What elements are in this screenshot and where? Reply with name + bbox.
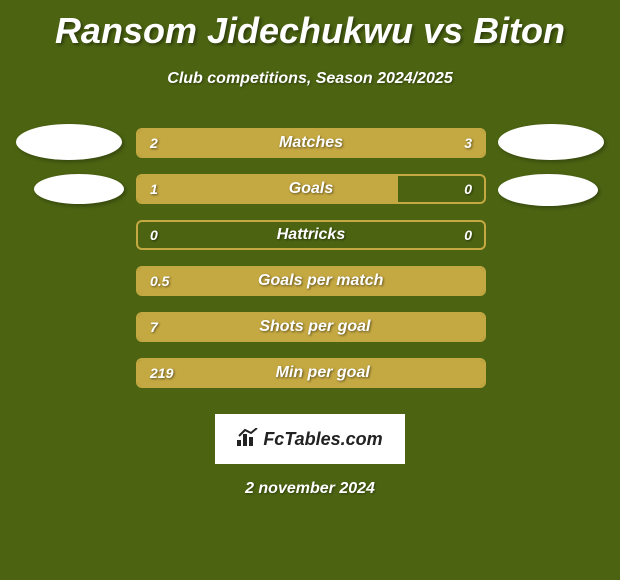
stat-row-min-per-goal: 219 Min per goal bbox=[136, 358, 486, 388]
stat-overlay: 1 Goals 0 bbox=[138, 176, 484, 202]
stat-label: Min per goal bbox=[276, 364, 370, 382]
stat-row-hattricks: 0 Hattricks 0 bbox=[136, 220, 486, 250]
right-player-column bbox=[498, 128, 604, 206]
stat-overlay: 2 Matches 3 bbox=[138, 130, 484, 156]
stat-right-value: 3 bbox=[464, 135, 472, 151]
logo-text: FcTables.com bbox=[263, 429, 382, 450]
stat-label: Hattricks bbox=[277, 226, 345, 244]
chart-area: 2 Matches 3 1 Goals 0 0 Hattricks 0 bbox=[136, 128, 486, 404]
stat-label: Matches bbox=[279, 134, 343, 152]
stat-left-value: 1 bbox=[150, 181, 158, 197]
stat-label: Goals bbox=[289, 180, 333, 198]
stat-overlay: 219 Min per goal bbox=[138, 360, 484, 386]
stat-left-value: 7 bbox=[150, 319, 158, 335]
player-right-oval-1 bbox=[498, 124, 604, 160]
left-player-column bbox=[16, 128, 124, 204]
stat-label: Goals per match bbox=[258, 272, 383, 290]
page-subtitle: Club competitions, Season 2024/2025 bbox=[0, 70, 620, 88]
stat-overlay: 0.5 Goals per match bbox=[138, 268, 484, 294]
logo-box[interactable]: FcTables.com bbox=[215, 414, 405, 464]
stat-left-value: 0 bbox=[150, 227, 158, 243]
stat-left-value: 0.5 bbox=[150, 273, 169, 289]
page-title: Ransom Jidechukwu vs Biton bbox=[0, 0, 620, 52]
player-left-oval-2 bbox=[34, 174, 124, 204]
stat-row-shots-per-goal: 7 Shots per goal bbox=[136, 312, 486, 342]
stat-overlay: 7 Shots per goal bbox=[138, 314, 484, 340]
stat-overlay: 0 Hattricks 0 bbox=[138, 222, 484, 248]
stat-row-goals-per-match: 0.5 Goals per match bbox=[136, 266, 486, 296]
stat-label: Shots per goal bbox=[259, 318, 370, 336]
content-area: 2 Matches 3 1 Goals 0 0 Hattricks 0 bbox=[0, 128, 620, 404]
stat-left-value: 2 bbox=[150, 135, 158, 151]
stat-row-goals: 1 Goals 0 bbox=[136, 174, 486, 204]
chart-icon bbox=[237, 428, 259, 451]
stat-right-value: 0 bbox=[464, 227, 472, 243]
player-right-oval-2 bbox=[498, 174, 598, 206]
stat-left-value: 219 bbox=[150, 365, 173, 381]
stat-row-matches: 2 Matches 3 bbox=[136, 128, 486, 158]
date-text: 2 november 2024 bbox=[0, 480, 620, 498]
stat-right-value: 0 bbox=[464, 181, 472, 197]
player-left-oval-1 bbox=[16, 124, 122, 160]
